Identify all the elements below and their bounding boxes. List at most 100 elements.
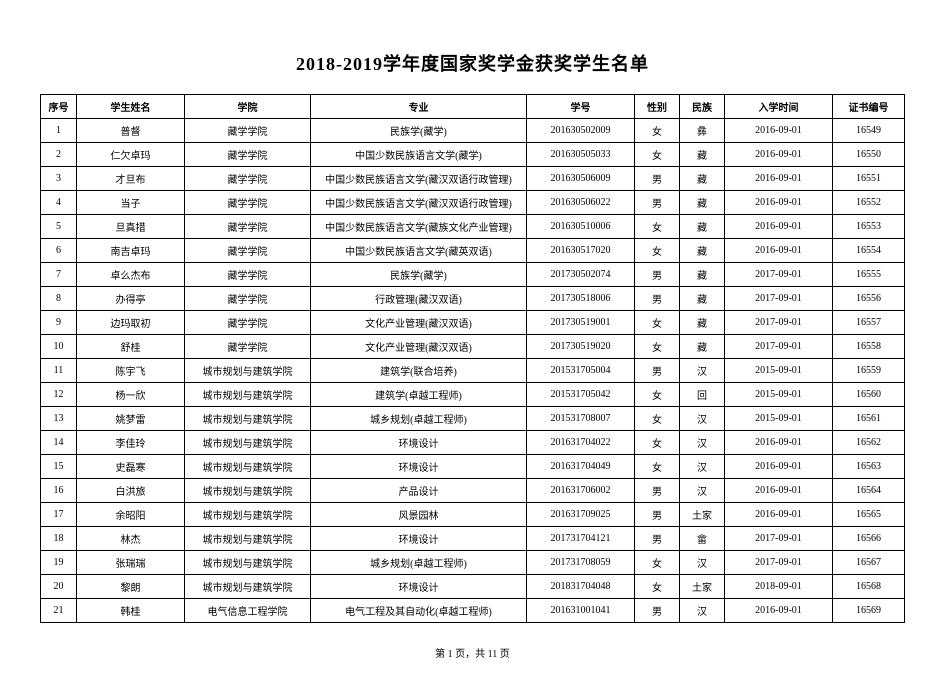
table-cell: 男 — [635, 599, 680, 623]
table-cell: 201531705004 — [527, 359, 635, 383]
col-header-ethnic: 民族 — [679, 95, 724, 119]
table-cell: 16552 — [832, 191, 904, 215]
table-cell: 环境设计 — [310, 575, 526, 599]
col-header-college: 学院 — [184, 95, 310, 119]
table-cell: 女 — [635, 335, 680, 359]
table-cell: 18 — [41, 527, 77, 551]
table-cell: 藏 — [679, 239, 724, 263]
table-cell: 201630506009 — [527, 167, 635, 191]
table-cell: 6 — [41, 239, 77, 263]
table-cell: 汉 — [679, 479, 724, 503]
table-cell: 环境设计 — [310, 455, 526, 479]
table-cell: 16560 — [832, 383, 904, 407]
table-cell: 中国少数民族语言文学(藏英双语) — [310, 239, 526, 263]
table-cell: 城市规划与建筑学院 — [184, 479, 310, 503]
table-cell: 男 — [635, 503, 680, 527]
col-header-sex: 性别 — [635, 95, 680, 119]
table-cell: 藏 — [679, 215, 724, 239]
table-cell: 旦真措 — [76, 215, 184, 239]
table-cell: 女 — [635, 383, 680, 407]
table-cell: 16556 — [832, 287, 904, 311]
table-cell: 14 — [41, 431, 77, 455]
table-cell: 201531705042 — [527, 383, 635, 407]
col-header-name: 学生姓名 — [76, 95, 184, 119]
table-cell: 10 — [41, 335, 77, 359]
table-cell: 13 — [41, 407, 77, 431]
table-cell: 文化产业管理(藏汉双语) — [310, 335, 526, 359]
table-cell: 16555 — [832, 263, 904, 287]
table-cell: 2016-09-01 — [724, 215, 832, 239]
table-cell: 藏学学院 — [184, 167, 310, 191]
table-row: 11陈宇飞城市规划与建筑学院建筑学(联合培养)201531705004男汉201… — [41, 359, 905, 383]
table-cell: 南吉卓玛 — [76, 239, 184, 263]
table-cell: 舒桂 — [76, 335, 184, 359]
table-cell: 16568 — [832, 575, 904, 599]
table-row: 10舒桂藏学学院文化产业管理(藏汉双语)201730519020女藏2017-0… — [41, 335, 905, 359]
table-cell: 17 — [41, 503, 77, 527]
table-cell: 女 — [635, 311, 680, 335]
table-cell: 19 — [41, 551, 77, 575]
table-cell: 仁欠卓玛 — [76, 143, 184, 167]
table-row: 5旦真措藏学学院中国少数民族语言文学(藏族文化产业管理)201630510006… — [41, 215, 905, 239]
table-cell: 2016-09-01 — [724, 599, 832, 623]
table-cell: 2017-09-01 — [724, 311, 832, 335]
table-cell: 回 — [679, 383, 724, 407]
table-cell: 16553 — [832, 215, 904, 239]
table-cell: 藏学学院 — [184, 215, 310, 239]
table-cell: 2016-09-01 — [724, 143, 832, 167]
table-cell: 16 — [41, 479, 77, 503]
table-cell: 16551 — [832, 167, 904, 191]
table-cell: 女 — [635, 215, 680, 239]
table-cell: 201631706002 — [527, 479, 635, 503]
table-cell: 城市规划与建筑学院 — [184, 431, 310, 455]
table-cell: 2 — [41, 143, 77, 167]
table-cell: 藏 — [679, 143, 724, 167]
table-cell: 16566 — [832, 527, 904, 551]
table-cell: 张瑞瑞 — [76, 551, 184, 575]
table-cell: 姚梦雷 — [76, 407, 184, 431]
table-cell: 201631709025 — [527, 503, 635, 527]
table-cell: 畲 — [679, 527, 724, 551]
table-cell: 当子 — [76, 191, 184, 215]
table-cell: 2015-09-01 — [724, 383, 832, 407]
table-cell: 电气工程及其自动化(卓越工程师) — [310, 599, 526, 623]
page-title: 2018-2019学年度国家奖学金获奖学生名单 — [40, 50, 905, 76]
page-footer: 第 1 页，共 11 页 — [40, 645, 905, 660]
table-cell: 16565 — [832, 503, 904, 527]
table-row: 9边玛取初藏学学院文化产业管理(藏汉双语)201730519001女藏2017-… — [41, 311, 905, 335]
table-cell: 16562 — [832, 431, 904, 455]
table-cell: 卓么杰布 — [76, 263, 184, 287]
table-cell: 201531708007 — [527, 407, 635, 431]
table-cell: 男 — [635, 191, 680, 215]
table-row: 19张瑞瑞城市规划与建筑学院城乡规划(卓越工程师)201731708059女汉2… — [41, 551, 905, 575]
table-cell: 城乡规划(卓越工程师) — [310, 407, 526, 431]
table-cell: 藏学学院 — [184, 239, 310, 263]
table-cell: 4 — [41, 191, 77, 215]
table-cell: 201631704049 — [527, 455, 635, 479]
table-cell: 3 — [41, 167, 77, 191]
document-page: 2018-2019学年度国家奖学金获奖学生名单 序号 学生姓名 学院 专业 学号… — [0, 0, 945, 680]
table-cell: 2017-09-01 — [724, 551, 832, 575]
table-cell: 16554 — [832, 239, 904, 263]
table-cell: 中国少数民族语言文学(藏汉双语行政管理) — [310, 191, 526, 215]
table-cell: 城市规划与建筑学院 — [184, 527, 310, 551]
table-cell: 201730502074 — [527, 263, 635, 287]
table-cell: 城市规划与建筑学院 — [184, 359, 310, 383]
table-cell: 城乡规划(卓越工程师) — [310, 551, 526, 575]
table-cell: 2017-09-01 — [724, 527, 832, 551]
table-cell: 2016-09-01 — [724, 431, 832, 455]
table-cell: 1 — [41, 119, 77, 143]
table-cell: 16550 — [832, 143, 904, 167]
table-row: 12杨一欣城市规划与建筑学院建筑学(卓越工程师)201531705042女回20… — [41, 383, 905, 407]
table-cell: 12 — [41, 383, 77, 407]
col-header-index: 序号 — [41, 95, 77, 119]
table-cell: 风景园林 — [310, 503, 526, 527]
table-row: 7卓么杰布藏学学院民族学(藏学)201730502074男藏2017-09-01… — [41, 263, 905, 287]
table-cell: 女 — [635, 407, 680, 431]
table-cell: 土家 — [679, 575, 724, 599]
col-header-major: 专业 — [310, 95, 526, 119]
table-cell: 男 — [635, 527, 680, 551]
table-row: 8办得亭藏学学院行政管理(藏汉双语)201730518006男藏2017-09-… — [41, 287, 905, 311]
table-row: 21韩桂电气信息工程学院电气工程及其自动化(卓越工程师)201631001041… — [41, 599, 905, 623]
table-cell: 男 — [635, 263, 680, 287]
